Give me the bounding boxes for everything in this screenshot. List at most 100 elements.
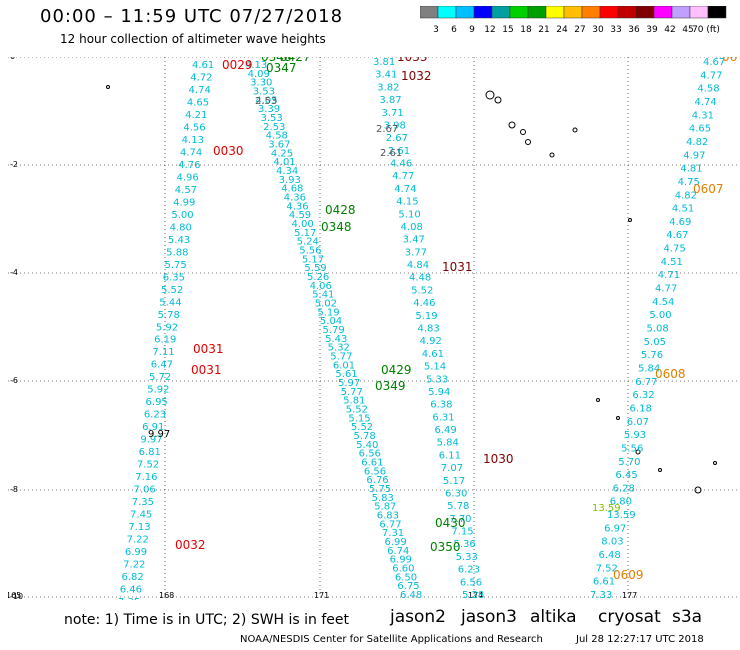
- swh-value: 5.33: [456, 552, 478, 563]
- swh-value: 5.75: [164, 260, 186, 271]
- lat-tick-label: -8: [10, 485, 18, 494]
- swh-value: 5.77: [330, 352, 352, 363]
- lon-tick-label: 171: [314, 591, 329, 600]
- footer-credit: NOAA/NESDIS Center for Satellite Applica…: [240, 634, 543, 645]
- legend-swatch: [563, 6, 583, 19]
- swh-value: 6.46: [120, 585, 142, 596]
- swh-value: 7.11: [152, 347, 174, 358]
- swh-value: 4.25: [271, 148, 293, 159]
- lat-tick-label: -2: [10, 160, 18, 169]
- swh-value: 3.39: [258, 104, 280, 115]
- swh-value: 4.75: [663, 244, 685, 255]
- swh-value: 7.52: [137, 460, 159, 471]
- swh-value: 8.03: [601, 537, 623, 548]
- swh-value-highlight: 9.97: [148, 429, 170, 440]
- swh-value: 4.77: [392, 171, 414, 182]
- swh-value-highlight: 2.67: [376, 124, 398, 135]
- page-subtitle: 12 hour collection of altimeter wave hei…: [60, 32, 326, 46]
- swh-value: 4.13: [182, 135, 204, 146]
- swh-value: 7.22: [123, 560, 145, 571]
- swh-value: 6.76: [366, 475, 388, 486]
- swh-value: 6.38: [430, 400, 452, 411]
- swh-value: 5.81: [343, 396, 365, 407]
- swh-value: 5.83: [372, 493, 394, 504]
- swh-value: 4.15: [396, 197, 418, 208]
- swh-value-highlight: 2.61: [380, 148, 402, 159]
- swh-value: 5.72: [149, 372, 171, 383]
- legend-label: 27: [574, 25, 585, 35]
- swh-value: 6.01: [333, 360, 355, 371]
- swh-value: 4.46: [390, 159, 412, 170]
- swh-value: 6.97: [604, 523, 626, 534]
- swh-value: 4.00: [292, 219, 314, 230]
- pass-time-label: 0430: [435, 516, 466, 530]
- legend-label: 30: [592, 25, 604, 35]
- swh-value: 4.13: [245, 60, 267, 71]
- swh-value-highlight: 13.59: [592, 503, 621, 514]
- swh-value: 5.02: [315, 299, 337, 310]
- swh-value: 4.80: [170, 222, 192, 233]
- swh-value: 5.00: [649, 310, 671, 321]
- swh-value: 6.45: [615, 470, 637, 481]
- swh-value: 6.91: [142, 422, 164, 433]
- swh-value: 4.69: [669, 217, 691, 228]
- swh-value: 6.80: [610, 497, 632, 508]
- swh-value: 4.82: [686, 137, 708, 148]
- swh-value: 5.52: [411, 285, 433, 296]
- swh-value: 4.54: [652, 297, 674, 308]
- satellite-jason2: jason2: [390, 607, 446, 627]
- swh-value: 6.28: [613, 483, 635, 494]
- swh-value: 2.67: [386, 133, 408, 144]
- swh-value: 3.93: [279, 175, 301, 186]
- pass-time-label: 1032: [401, 69, 432, 83]
- swh-value-highlight: 2.53: [255, 96, 277, 107]
- swh-value: 5.41: [312, 290, 334, 301]
- swh-value: 5.59: [304, 263, 326, 274]
- legend-label: 18: [520, 25, 532, 35]
- legend-swatch: [527, 6, 547, 19]
- legend-swatch: [455, 6, 475, 19]
- pass-time-labels: 0029003000310031003203480427034704280348…: [175, 57, 737, 582]
- swh-value: 4.51: [672, 204, 694, 215]
- swh-value: 4.67: [666, 230, 688, 241]
- pass-time-label: 0429: [381, 363, 412, 377]
- footer: NOAA/NESDIS Center for Satellite Applica…: [240, 634, 704, 645]
- swh-value: 6.99: [125, 547, 147, 558]
- swh-value: 5.17: [294, 228, 316, 239]
- pass-time-label: 0348: [261, 57, 292, 64]
- legend-label: 9: [469, 25, 475, 35]
- swh-value: 3.53: [261, 113, 283, 124]
- legend-label: 70 (ft): [692, 25, 720, 35]
- swh-value: 4.05: [255, 95, 277, 106]
- swh-value: 4.84: [407, 260, 429, 271]
- swh-value: 7.35: [132, 497, 154, 508]
- swh-value: 4.71: [658, 270, 680, 281]
- swh-value: 5.92: [156, 322, 178, 333]
- legend-label: 12: [484, 25, 495, 35]
- pass-time-label: 0350: [430, 540, 461, 554]
- swh-value: 4.65: [689, 124, 711, 135]
- swh-value: 4.31: [692, 110, 714, 121]
- pass-time-label: 1030: [483, 452, 514, 466]
- island-outline: [485, 90, 495, 100]
- swh-value: 7.07: [441, 463, 463, 474]
- satellite-s3a: s3a: [672, 607, 703, 627]
- swh-value: 4.09: [248, 69, 270, 80]
- legend-swatch: [635, 6, 655, 19]
- swh-value: 6.23: [458, 565, 480, 576]
- swh-value: 5.26: [307, 272, 329, 283]
- swh-value: 5.52: [351, 422, 373, 433]
- swh-value: 3.41: [375, 70, 397, 81]
- swh-value: 5.08: [647, 324, 669, 335]
- swh-value: 3.47: [403, 235, 425, 246]
- legend-label: 33: [610, 25, 621, 35]
- lat-tick-label: -4: [10, 268, 18, 277]
- swh-value: 4.92: [420, 336, 442, 347]
- swh-value: 5.10: [398, 209, 420, 220]
- swh-value: 4.81: [680, 164, 702, 175]
- swh-value: 7.45: [130, 510, 152, 521]
- swh-value: 5.28: [462, 590, 484, 600]
- swh-value: 5.19: [317, 307, 339, 318]
